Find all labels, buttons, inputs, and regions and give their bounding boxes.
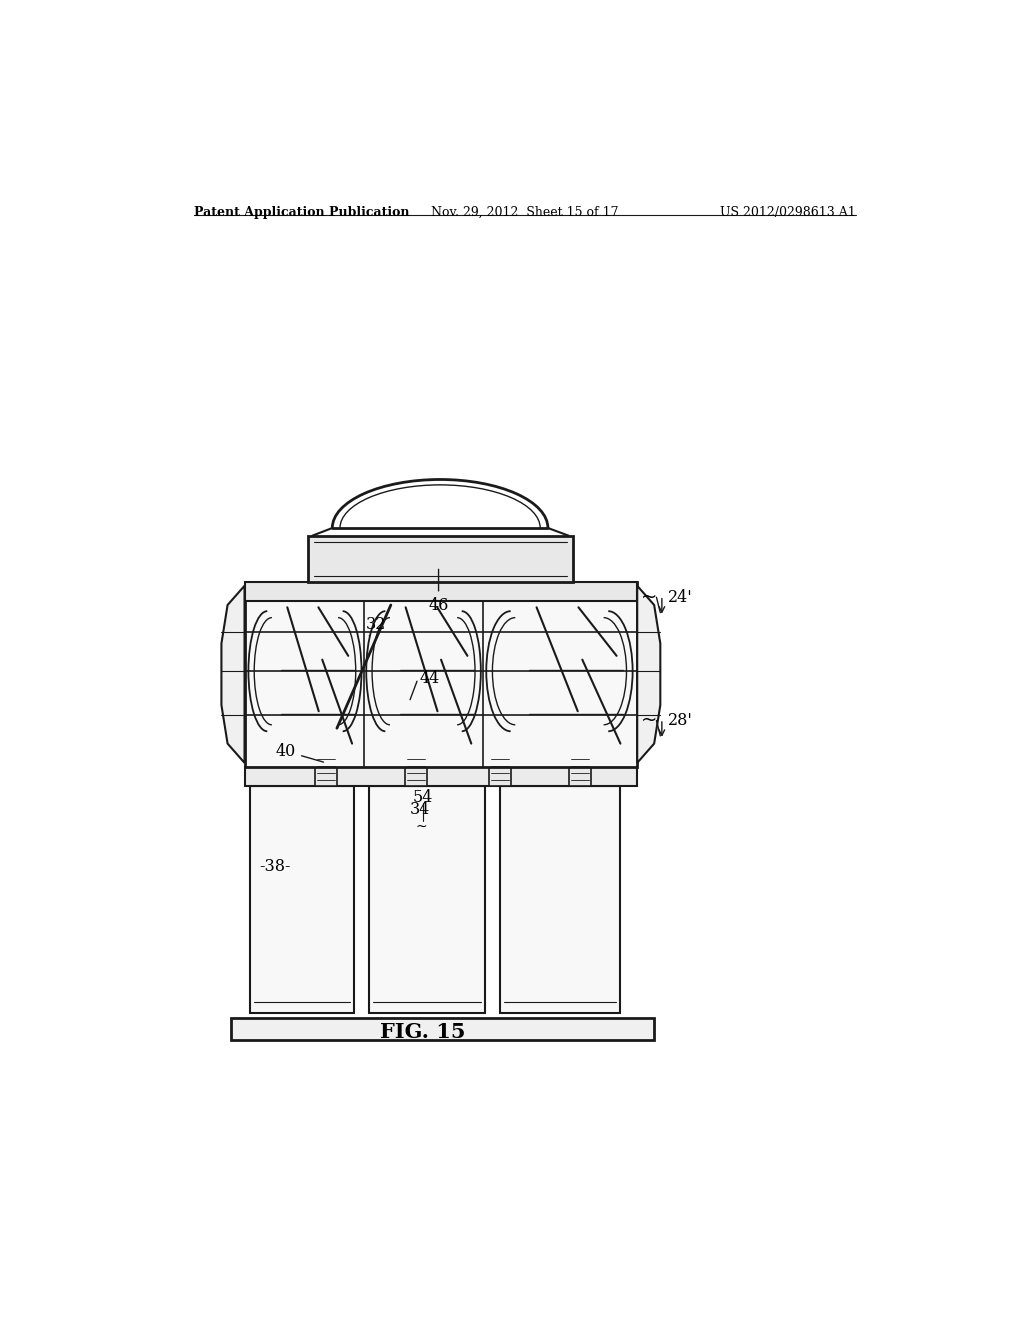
Polygon shape <box>637 586 660 763</box>
Bar <box>315 739 337 785</box>
Text: 28': 28' <box>668 711 693 729</box>
Text: Nov. 29, 2012  Sheet 15 of 17: Nov. 29, 2012 Sheet 15 of 17 <box>431 206 618 219</box>
Text: 54: 54 <box>413 789 433 807</box>
Bar <box>500 785 620 1014</box>
Bar <box>370 785 484 1014</box>
Bar <box>230 1019 654 1040</box>
Text: 46: 46 <box>428 569 449 614</box>
Bar <box>245 582 637 601</box>
Text: 32: 32 <box>366 615 386 636</box>
Text: ~: ~ <box>641 587 657 607</box>
Bar <box>245 582 637 767</box>
Bar <box>245 767 637 785</box>
Bar <box>307 536 573 582</box>
Bar <box>250 785 354 1014</box>
Polygon shape <box>221 586 245 763</box>
Text: -38-: -38- <box>259 858 291 875</box>
Text: ~: ~ <box>416 820 427 834</box>
Text: 24': 24' <box>668 589 693 606</box>
Text: ~: ~ <box>641 711 657 730</box>
Bar <box>406 739 427 785</box>
Text: US 2012/0298613 A1: US 2012/0298613 A1 <box>720 206 856 219</box>
Bar <box>489 739 511 785</box>
Text: FIG. 15: FIG. 15 <box>380 1023 466 1043</box>
Text: 44: 44 <box>419 671 439 688</box>
Text: 34: 34 <box>410 800 430 817</box>
Bar <box>569 739 591 785</box>
Text: Patent Application Publication: Patent Application Publication <box>194 206 410 219</box>
Text: 40: 40 <box>275 743 324 762</box>
